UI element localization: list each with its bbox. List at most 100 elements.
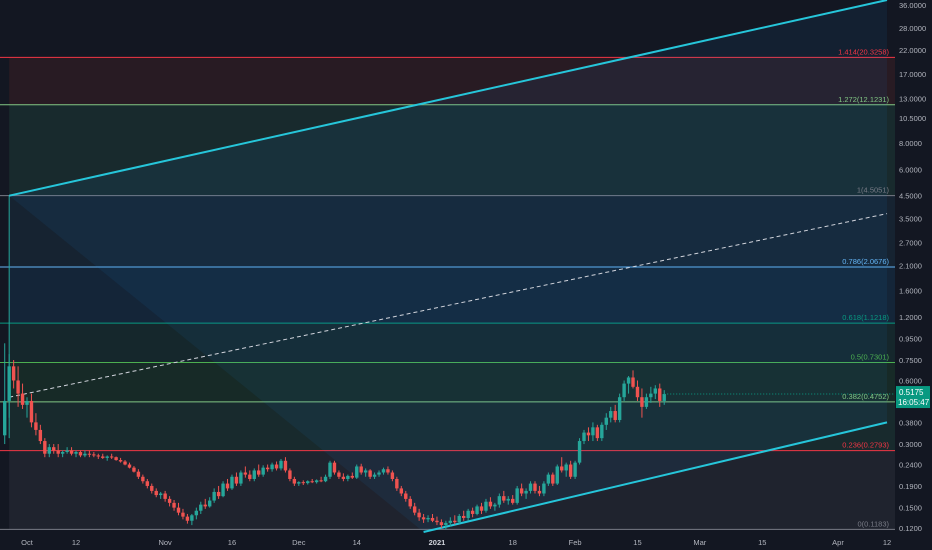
candle-down <box>136 471 141 477</box>
fib-level-label: 0.236(0.2793) <box>842 441 889 450</box>
time-tick-label: Apr <box>832 538 844 547</box>
candle-up <box>573 462 577 477</box>
candle-up <box>207 500 212 507</box>
fib-level-label: 1.414(20.3258) <box>838 47 889 56</box>
candle-up <box>47 447 51 454</box>
candle-up <box>444 522 448 526</box>
price-tick-label: 0.9500 <box>899 334 922 343</box>
fib-level-labels: 0(0.1183) 0.236(0.2793) 0.382(0.4752) 0.5(0… <box>838 47 889 528</box>
price-tick-label: 0.1200 <box>899 524 922 533</box>
candle-down <box>560 466 564 471</box>
candle-down <box>519 488 524 494</box>
candle-down <box>145 481 150 486</box>
candle-down <box>310 481 314 483</box>
candle-up <box>484 501 488 511</box>
candlestick-series <box>3 343 895 530</box>
candle-up <box>644 397 649 407</box>
time-tick-label: 12 <box>883 538 891 547</box>
fibonacci-retracement[interactable] <box>0 56 895 530</box>
candle-down <box>390 472 395 479</box>
candle-down <box>274 464 279 469</box>
candle-down <box>34 422 38 430</box>
candle-up <box>524 490 528 494</box>
candle-down <box>248 474 252 479</box>
candle-down <box>154 490 158 496</box>
candle-down <box>69 450 74 454</box>
price-tick-label: 0.1500 <box>899 504 922 513</box>
candle-down <box>332 462 337 473</box>
candle-up <box>448 520 453 523</box>
parallel-channel[interactable] <box>8 0 888 533</box>
candle-up <box>199 504 203 511</box>
price-badge-group: 0.5175 16:05:47 <box>896 386 930 409</box>
price-tick-label: 8.0000 <box>899 139 922 148</box>
candle-down <box>430 517 435 521</box>
fib-level-label: 1(4.5051) <box>857 186 890 195</box>
candle-up <box>279 460 283 469</box>
candle-down <box>114 457 118 461</box>
candle-up <box>493 504 497 507</box>
candle-up <box>230 476 234 489</box>
time-tick-label: Nov <box>158 538 172 547</box>
candle-down <box>613 411 617 420</box>
candle-up <box>65 450 69 453</box>
candle-down <box>43 441 47 454</box>
candle-down <box>257 470 261 475</box>
candle-down <box>181 512 185 517</box>
candle-up <box>7 366 11 401</box>
candle-down <box>132 467 136 472</box>
candle-down <box>586 432 591 436</box>
price-tick-label: 0.3800 <box>899 418 922 427</box>
fib-level-label: 0.618(1.1218) <box>842 313 889 322</box>
candle-down <box>368 470 372 477</box>
candle-up <box>328 462 332 477</box>
price-axis[interactable]: 36.0000 28.0000 22.0000 17.0000 13.0000 10.50… <box>899 1 926 533</box>
candle-up <box>306 481 310 484</box>
candle-down <box>511 498 515 503</box>
candle-up <box>600 424 604 439</box>
fib-zone <box>9 323 895 363</box>
candle-down <box>399 488 404 494</box>
time-tick-label: 18 <box>509 538 517 547</box>
candle-up <box>158 493 163 496</box>
time-tick-label: 14 <box>353 538 361 547</box>
candle-up <box>582 432 586 442</box>
candle-down <box>386 469 390 473</box>
candle-up <box>346 475 350 479</box>
fib-level-label: 0.382(0.4752) <box>842 392 889 401</box>
candle-down <box>479 506 484 511</box>
channel-lower-line <box>423 421 888 533</box>
candle-up <box>252 470 256 479</box>
candle-up <box>626 377 631 384</box>
candle-down <box>234 476 239 484</box>
candle-up <box>591 427 595 436</box>
price-tick-label: 17.0000 <box>899 70 926 79</box>
candle-up <box>515 488 519 503</box>
candle-up <box>363 470 368 473</box>
candle-down <box>551 474 555 484</box>
candle-up <box>617 397 622 420</box>
candle-down <box>635 386 640 398</box>
fib-zone <box>9 450 895 530</box>
candle-down <box>640 397 644 407</box>
time-tick-label: Oct <box>21 538 34 547</box>
time-tick-label: 2021 <box>429 538 446 547</box>
candle-down <box>337 472 341 477</box>
candle-down <box>435 520 439 523</box>
candle-up <box>83 453 87 456</box>
candle-down <box>412 506 417 513</box>
candle-up <box>190 515 194 521</box>
candle-down <box>453 520 457 523</box>
candle-down <box>185 516 190 521</box>
candle-down <box>408 498 412 507</box>
candle-up <box>457 515 461 523</box>
candle-down <box>101 456 105 458</box>
candle-up <box>506 498 510 501</box>
candle-up <box>372 474 377 477</box>
candle-down <box>11 366 16 381</box>
channel-upper-line <box>8 0 888 197</box>
time-axis[interactable]: Oct 12 Nov 16 Dec 14 2021 18 Feb 15 Mar 15 Apr 12 <box>21 538 891 547</box>
candle-up <box>74 452 78 454</box>
candle-up <box>212 491 216 501</box>
